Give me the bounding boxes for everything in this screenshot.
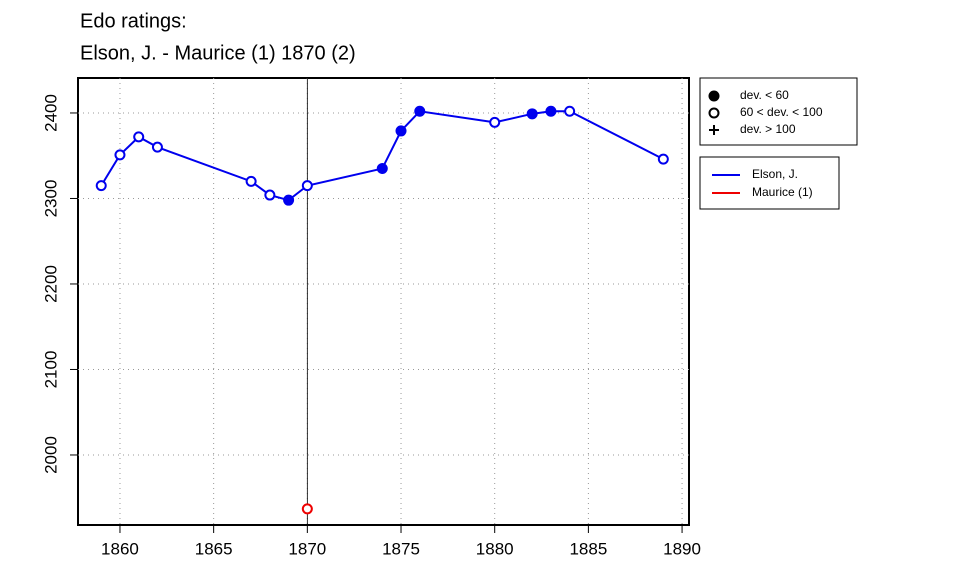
- chart-subtitle: Elson, J. - Maurice (1) 1870 (2): [80, 42, 356, 64]
- marker: [133, 131, 145, 143]
- x-tick-label: 1885: [569, 539, 607, 558]
- marker-legend-box: [699, 77, 858, 146]
- marker: [264, 189, 276, 201]
- legend-label: 60 < dev. < 100: [740, 105, 823, 119]
- legend-label: Maurice (1): [752, 185, 813, 199]
- marker: [151, 141, 163, 153]
- marker: [545, 105, 557, 117]
- series-legend-box: [699, 156, 840, 210]
- marker: [708, 107, 720, 119]
- x-tick-label: 1870: [288, 539, 326, 558]
- marker: [283, 194, 295, 206]
- marker: [301, 180, 313, 192]
- marker: [657, 153, 669, 165]
- marker: [526, 108, 538, 120]
- x-tick-label: 1890: [663, 539, 701, 558]
- marker: [414, 105, 426, 117]
- marker: [395, 125, 407, 137]
- marker: [709, 125, 719, 135]
- marker: [114, 149, 126, 161]
- series-line: [100, 110, 664, 202]
- plot-frame: [77, 77, 690, 526]
- legend-label: Elson, J.: [752, 167, 798, 181]
- x-tick-label: 1880: [476, 539, 514, 558]
- y-tick-label: 2200: [41, 265, 60, 303]
- y-tick-label: 2400: [41, 94, 60, 132]
- y-tick-label: 2100: [41, 351, 60, 389]
- marker: [95, 180, 107, 192]
- x-tick-label: 1875: [382, 539, 420, 558]
- marker: [245, 175, 257, 187]
- legend-label: dev. > 100: [740, 122, 796, 136]
- marker: [708, 90, 720, 102]
- marker: [301, 503, 313, 515]
- marker: [564, 105, 576, 117]
- y-tick-label: 2000: [41, 436, 60, 474]
- marker: [489, 116, 501, 128]
- y-tick-label: 2300: [41, 180, 60, 218]
- x-tick-label: 1860: [101, 539, 139, 558]
- x-tick-label: 1865: [195, 539, 233, 558]
- chart-title: Edo ratings:: [80, 10, 187, 32]
- legend-label: dev. < 60: [740, 88, 789, 102]
- marker: [376, 163, 388, 175]
